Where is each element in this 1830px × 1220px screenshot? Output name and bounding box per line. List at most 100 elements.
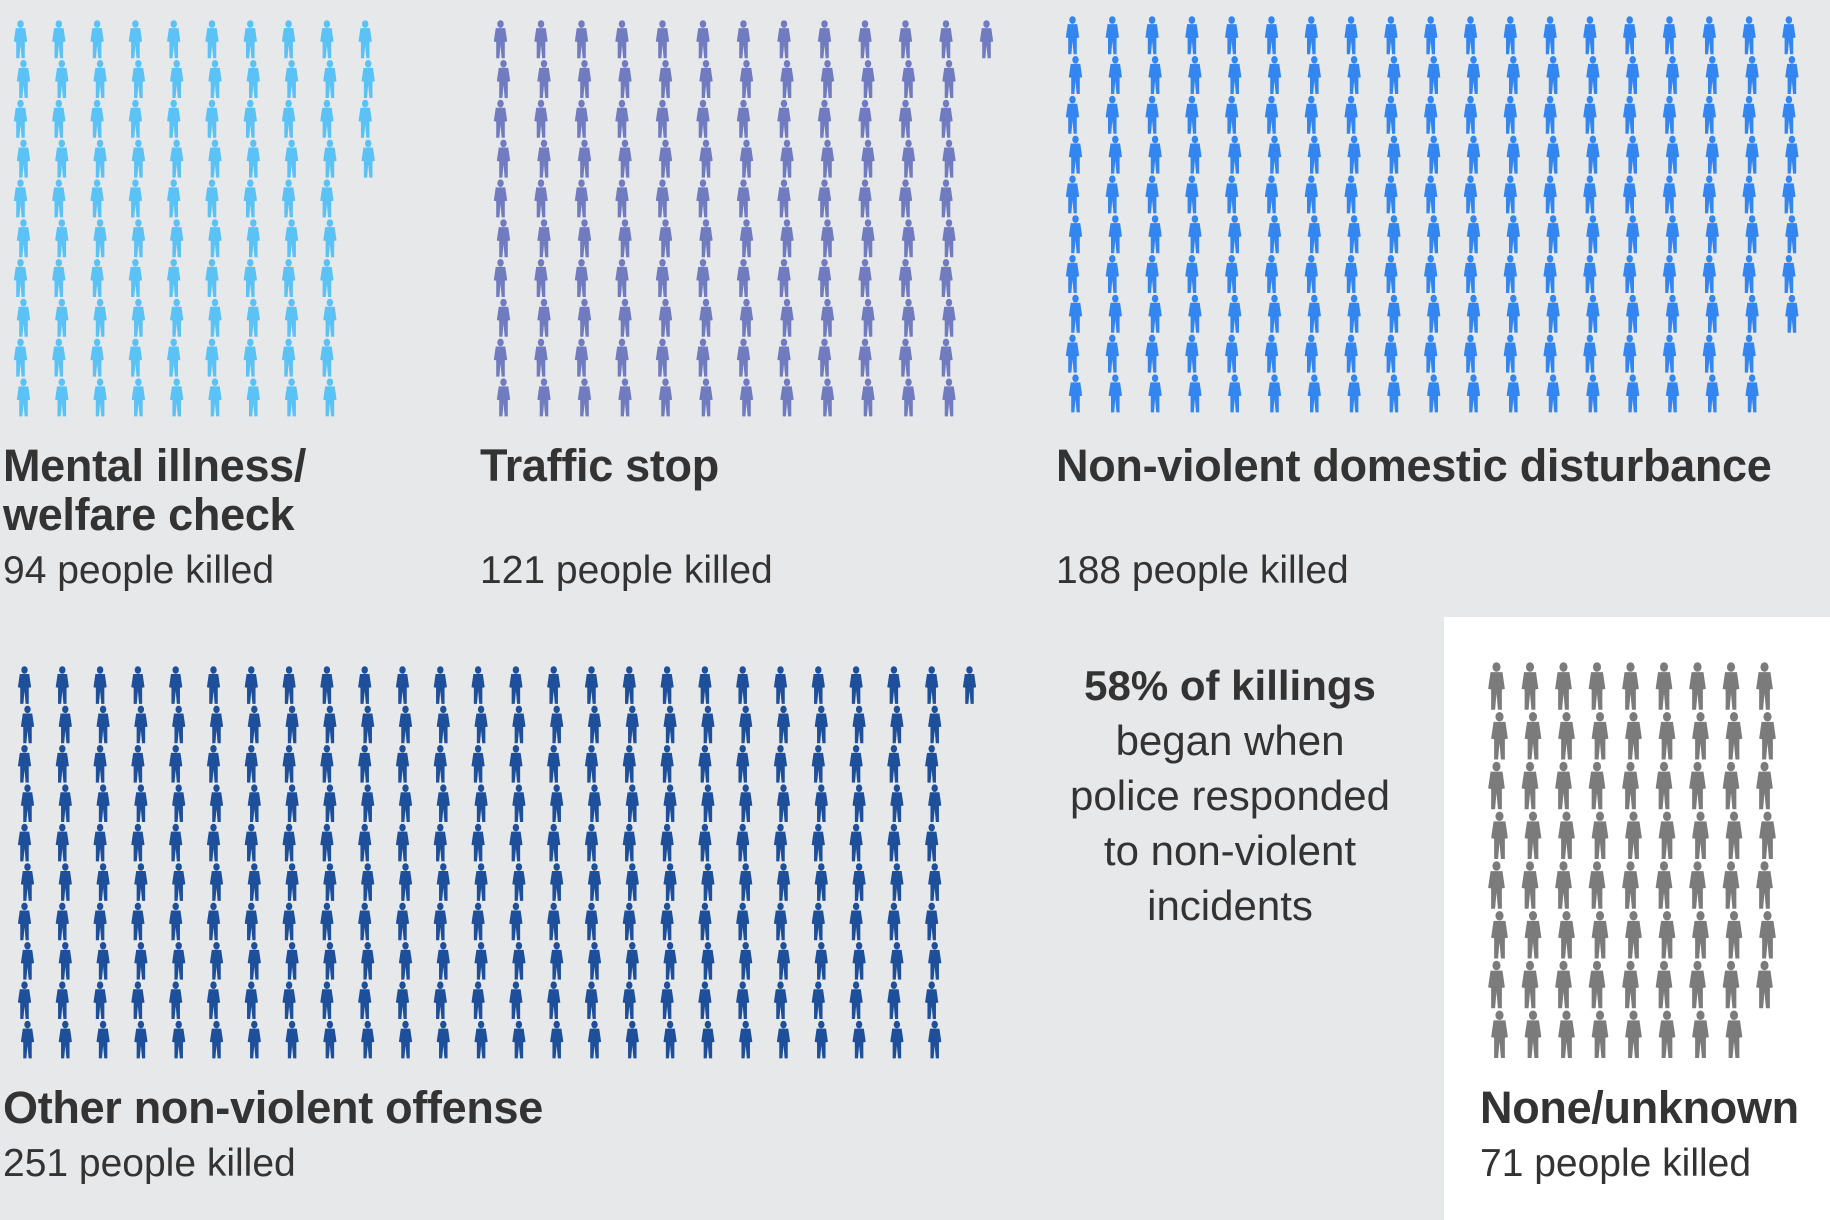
person-icon bbox=[1304, 175, 1318, 214]
person-icon bbox=[817, 20, 832, 59]
person-icon bbox=[509, 981, 523, 1020]
person-icon bbox=[537, 59, 551, 99]
person-icon bbox=[696, 179, 710, 218]
person-icon bbox=[281, 258, 296, 298]
person-icon bbox=[1384, 254, 1398, 294]
person-icon bbox=[574, 258, 589, 298]
person-icon bbox=[1387, 55, 1401, 95]
person-icon bbox=[622, 902, 636, 941]
person-icon bbox=[615, 179, 629, 218]
person-icon bbox=[433, 666, 447, 704]
person-icon bbox=[281, 20, 296, 59]
person-icon bbox=[247, 941, 261, 980]
person-icon bbox=[1524, 811, 1542, 860]
person-icon bbox=[1745, 294, 1759, 333]
person-icon bbox=[128, 179, 143, 218]
person-icon bbox=[696, 20, 710, 59]
person-icon bbox=[493, 258, 508, 298]
person-icon bbox=[17, 744, 32, 783]
person-icon bbox=[496, 139, 511, 178]
person-icon bbox=[1264, 334, 1279, 373]
person-icon bbox=[134, 705, 148, 744]
person-icon bbox=[209, 1020, 224, 1059]
person-icon bbox=[1625, 811, 1642, 860]
person-icon bbox=[320, 981, 334, 1020]
person-icon bbox=[849, 823, 863, 862]
person-icon bbox=[898, 258, 913, 298]
person-icon bbox=[206, 666, 221, 704]
person-icon bbox=[134, 784, 148, 823]
person-icon bbox=[323, 1020, 337, 1059]
person-icon bbox=[170, 59, 184, 99]
person-icon bbox=[55, 744, 69, 783]
person-icon bbox=[58, 1020, 72, 1059]
person-icon bbox=[698, 744, 712, 783]
person-icon bbox=[247, 1020, 261, 1059]
person-icon bbox=[395, 744, 410, 783]
person-icon bbox=[1524, 1010, 1542, 1059]
person-icon bbox=[55, 298, 69, 337]
person-icon bbox=[16, 59, 31, 99]
person-icon bbox=[698, 666, 712, 704]
person-icon bbox=[1692, 1010, 1709, 1059]
person-icon bbox=[698, 902, 712, 941]
person-icon bbox=[739, 298, 754, 337]
person-icon bbox=[1068, 135, 1083, 174]
person-icon bbox=[1108, 374, 1122, 413]
person-icon bbox=[1188, 55, 1202, 95]
person-icon bbox=[739, 378, 754, 417]
person-icon bbox=[739, 139, 754, 178]
person-icon bbox=[820, 378, 835, 417]
person-icon bbox=[1307, 294, 1321, 333]
person-icon bbox=[1782, 175, 1796, 214]
person-icon bbox=[701, 1020, 715, 1059]
person-icon bbox=[898, 338, 913, 377]
person-icon bbox=[701, 941, 715, 980]
person-icon bbox=[1558, 811, 1575, 860]
person-icon bbox=[1065, 254, 1080, 294]
person-icon bbox=[780, 59, 794, 99]
person-icon bbox=[1065, 95, 1080, 134]
person-icon bbox=[1466, 55, 1481, 95]
person-icon bbox=[852, 705, 866, 744]
person-icon bbox=[1742, 175, 1756, 214]
person-icon bbox=[320, 902, 334, 941]
person-icon bbox=[93, 378, 107, 417]
person-icon bbox=[433, 744, 447, 783]
person-icon bbox=[780, 298, 794, 337]
person-icon bbox=[1543, 95, 1557, 134]
person-icon bbox=[901, 139, 916, 178]
person-icon bbox=[1068, 294, 1083, 333]
person-icon bbox=[1521, 960, 1539, 1009]
person-icon bbox=[1586, 215, 1600, 254]
person-icon bbox=[811, 823, 825, 862]
person-icon bbox=[696, 338, 710, 377]
person-icon bbox=[358, 981, 372, 1020]
person-icon bbox=[663, 705, 677, 744]
person-icon bbox=[246, 219, 260, 258]
person-icon bbox=[1543, 16, 1557, 55]
person-icon bbox=[93, 219, 107, 258]
person-icon bbox=[1427, 55, 1441, 95]
person-icon bbox=[962, 666, 977, 704]
person-icon bbox=[90, 338, 104, 377]
person-icon bbox=[861, 139, 875, 178]
person-icon bbox=[55, 981, 69, 1020]
person-icon bbox=[1725, 811, 1743, 860]
person-icon bbox=[618, 378, 632, 417]
person-icon bbox=[1264, 95, 1279, 134]
person-icon bbox=[206, 823, 221, 862]
person-icon bbox=[358, 20, 372, 59]
person-icon bbox=[890, 1020, 904, 1059]
person-icon bbox=[1463, 16, 1478, 55]
person-icon bbox=[858, 258, 872, 298]
person-icon bbox=[550, 941, 564, 980]
person-icon bbox=[1785, 294, 1799, 333]
person-icon bbox=[1466, 294, 1481, 333]
person-icon bbox=[172, 863, 186, 901]
person-icon bbox=[584, 981, 599, 1020]
person-icon bbox=[658, 59, 673, 99]
person-icon bbox=[849, 666, 863, 704]
person-icon bbox=[169, 823, 183, 862]
person-icon bbox=[282, 823, 296, 862]
